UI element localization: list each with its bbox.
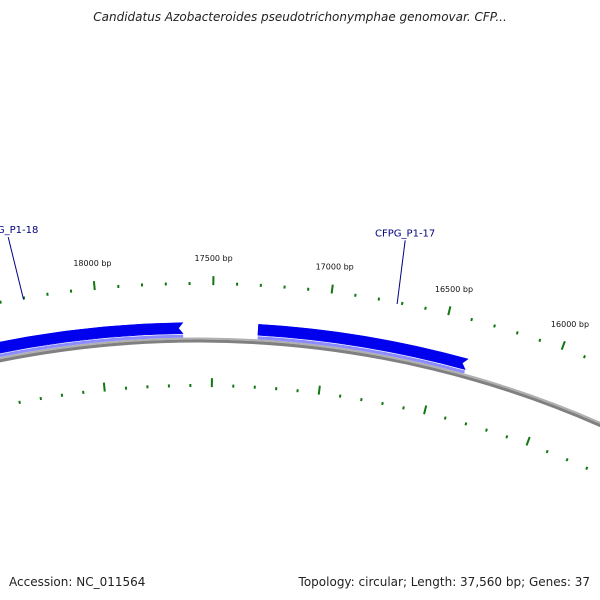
outer-minor-tick xyxy=(424,306,427,310)
outer-major-tick xyxy=(447,306,452,316)
inner-minor-tick xyxy=(18,400,21,404)
accession-label: Accession: NC_011564 xyxy=(9,575,146,589)
inner-major-tick xyxy=(423,405,428,415)
outer-minor-tick xyxy=(470,317,474,322)
inner-minor-tick xyxy=(485,428,488,432)
inner-minor-tick xyxy=(381,401,384,406)
inner-minor-tick xyxy=(360,397,363,402)
ruler-label: 17500 bp xyxy=(195,254,233,263)
gene-shadow xyxy=(257,336,465,374)
gene-arrow xyxy=(257,324,469,371)
outer-minor-tick xyxy=(0,300,2,304)
outer-tick-track xyxy=(0,276,586,359)
inner-major-tick xyxy=(102,382,106,392)
genome-backbone xyxy=(0,337,600,428)
inner-minor-tick xyxy=(402,406,405,410)
inner-minor-tick xyxy=(464,422,468,426)
inner-minor-tick xyxy=(565,457,569,462)
inner-minor-tick xyxy=(443,416,447,420)
outer-minor-tick xyxy=(377,297,381,301)
inner-minor-tick xyxy=(39,396,42,401)
gene-shadow xyxy=(0,334,184,358)
ruler-label: 17000 bp xyxy=(316,263,354,272)
inner-minor-tick xyxy=(505,435,509,439)
gene-label: CFPG_P1-17 xyxy=(375,228,435,239)
ruler-label: 16000 bp xyxy=(551,320,589,329)
outer-minor-tick xyxy=(515,331,519,335)
outer-minor-tick xyxy=(538,338,542,343)
ruler-label: 16500 bp xyxy=(435,285,473,294)
outer-minor-tick xyxy=(493,324,496,328)
map-title: Candidatus Azobacteroides pseudotrichony… xyxy=(93,10,507,24)
outer-minor-tick xyxy=(400,301,404,306)
backbone-highlight xyxy=(0,337,600,424)
inner-tick-track xyxy=(18,378,589,471)
gene-labels: CFPG_P1-17 CFPG_P1-18 xyxy=(0,225,435,305)
inner-major-tick xyxy=(525,436,531,446)
inner-minor-tick xyxy=(585,466,589,471)
inner-major-tick xyxy=(317,385,321,395)
ruler-labels: 16000 bp 16500 bp 17000 bp 17500 bp 18000 bp… xyxy=(73,254,589,329)
gene-label-leader xyxy=(7,237,25,300)
topology-summary: Topology: circular; Length: 37,560 bp; G… xyxy=(298,575,590,589)
gene-arrow xyxy=(0,322,184,354)
outer-minor-tick xyxy=(582,354,586,359)
backbone-line xyxy=(0,339,600,428)
gene-label-leader xyxy=(396,240,406,305)
outer-major-tick xyxy=(330,284,334,294)
ruler-label: 18000 bp xyxy=(73,259,111,268)
gene-label: CFPG_P1-18 xyxy=(0,225,38,236)
inner-minor-tick xyxy=(545,449,549,454)
outer-major-tick xyxy=(92,281,96,291)
outer-major-tick xyxy=(560,340,566,351)
gene-track xyxy=(0,322,469,374)
